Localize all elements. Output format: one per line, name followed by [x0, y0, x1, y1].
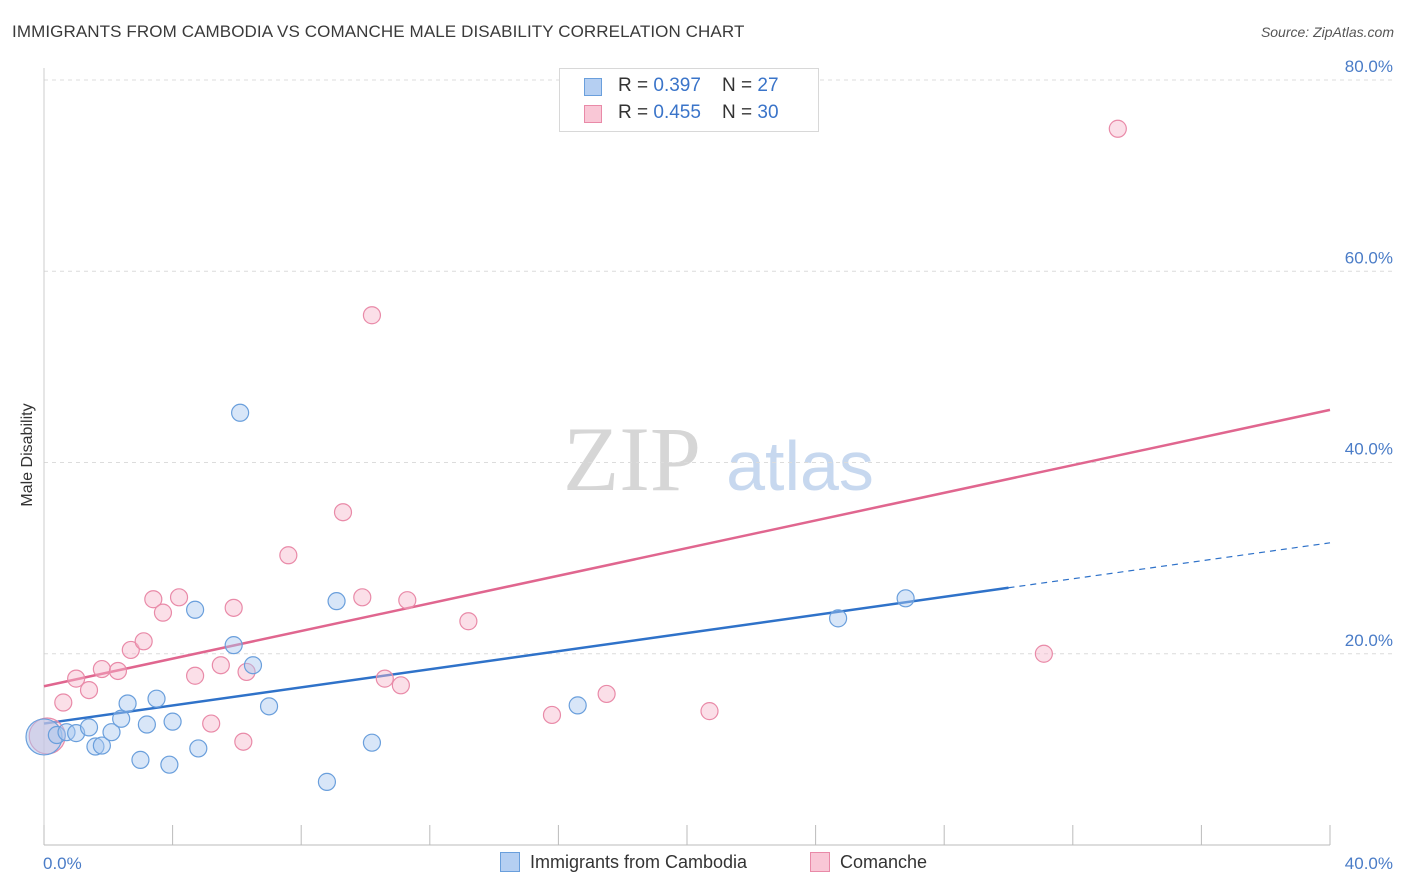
data-point-cambodia — [160, 755, 179, 774]
data-point-cambodia — [147, 689, 166, 708]
data-point-comanche — [237, 662, 256, 682]
trend-line-comanche — [43, 408, 1331, 688]
data-point-cambodia — [92, 736, 111, 755]
data-point-comanche — [398, 591, 417, 610]
data-point-comanche — [353, 588, 372, 607]
legend-swatch-pink — [584, 105, 602, 123]
legend-n-label: N = — [722, 102, 758, 123]
data-point-cambodia — [829, 609, 848, 628]
data-point-cambodia — [327, 592, 346, 611]
data-point-cambodia — [259, 697, 279, 716]
data-point-comanche — [279, 546, 298, 565]
data-point-comanche — [234, 732, 253, 751]
data-point-cambodia — [186, 600, 205, 619]
y-tick-label: 60.0% — [1345, 248, 1393, 267]
data-point-cambodia — [118, 694, 137, 713]
data-point-comanche — [597, 684, 616, 704]
watermark: ZIP atlas — [563, 408, 874, 510]
bottom-legend-swatch-blue — [500, 852, 520, 872]
data-point-comanche — [375, 669, 394, 688]
source-label: Source: ZipAtlas.com — [1260, 24, 1394, 40]
data-point-cambodia — [362, 733, 382, 752]
data-point-comanche — [92, 659, 111, 679]
data-point-comanche — [79, 680, 99, 700]
data-point-comanche — [224, 598, 243, 617]
legend-r-label: R = — [618, 102, 654, 123]
y-tick-label: 80.0% — [1345, 57, 1393, 76]
data-point-cambodia — [102, 723, 121, 742]
data-point-cambodia — [86, 737, 105, 756]
data-point-comanche — [391, 676, 410, 695]
bottom-legend-comanche: Comanche — [810, 852, 927, 873]
data-point-comanche — [202, 714, 221, 733]
data-point-cambodia — [224, 636, 243, 655]
legend-swatch-blue — [584, 78, 602, 96]
legend-r-value: 0.455 — [653, 102, 701, 123]
legend-n-value: 30 — [757, 102, 779, 123]
data-point-cambodia — [568, 696, 587, 715]
x-tick-label-max: 40.0% — [1345, 854, 1393, 873]
data-point-comanche — [144, 590, 163, 609]
data-point-cambodia — [79, 718, 99, 737]
data-point-comanche — [362, 306, 382, 325]
data-point-comanche — [121, 640, 140, 660]
data-point-cambodia — [189, 739, 208, 758]
data-point-cambodia — [896, 589, 915, 608]
data-point-cambodia — [317, 772, 337, 791]
bottom-legend-cambodia: Immigrants from Cambodia — [500, 852, 747, 873]
data-point-comanche — [153, 603, 173, 622]
data-point-cambodia — [137, 715, 156, 734]
data-point-comanche — [134, 632, 153, 651]
data-point-comanche — [333, 503, 353, 522]
data-point-comanche — [700, 702, 719, 721]
data-point-comanche — [54, 693, 73, 712]
axes — [43, 68, 1331, 846]
legend: R = 0.397 N = 27 R = 0.455 N = 30 — [559, 68, 819, 132]
watermark-zip: ZIP — [563, 408, 701, 510]
data-point-cambodia — [57, 723, 76, 742]
bottom-legend-label-comanche: Comanche — [840, 852, 928, 872]
trend-lines — [43, 408, 1331, 725]
data-point-comanche — [169, 588, 189, 607]
tick-labels: 20.0% 40.0% 60.0% 80.0% 0.0% 40.0% — [43, 57, 1393, 873]
data-point-comanche — [211, 656, 230, 675]
trend-line-cambodia-extension — [1008, 542, 1331, 589]
grid-lines — [44, 79, 1392, 655]
bottom-legend-swatch-pink — [810, 852, 830, 872]
chart-title: IMMIGRANTS FROM CAMBODIA VS COMANCHE MAL… — [12, 22, 745, 41]
data-point-comanche — [1108, 119, 1127, 138]
y-tick-label: 40.0% — [1345, 440, 1393, 459]
data-point-cambodia — [112, 709, 131, 728]
x-tick-label-min: 0.0% — [43, 854, 82, 873]
bottom-legend-label-cambodia: Immigrants from Cambodia — [530, 852, 748, 872]
legend-n-label: N = — [722, 75, 758, 96]
data-point-comanche — [108, 661, 128, 681]
data-point-comanche — [459, 612, 478, 631]
data-point-comanche — [1034, 644, 1053, 663]
data-point-comanche — [67, 669, 86, 688]
trend-line-cambodia — [43, 586, 1009, 725]
data-point-cambodia — [163, 712, 182, 731]
legend-r-value: 0.397 — [653, 75, 701, 96]
data-point-cambodia — [231, 403, 250, 422]
data-points — [25, 119, 1127, 791]
legend-r-label: R = — [618, 75, 654, 96]
watermark-atlas: atlas — [726, 427, 874, 505]
legend-n-value: 27 — [757, 75, 779, 96]
data-point-comanche — [186, 666, 205, 685]
y-tick-label: 20.0% — [1345, 631, 1393, 650]
data-point-comanche — [542, 705, 562, 725]
data-point-cambodia — [131, 750, 150, 769]
data-point-cambodia — [243, 656, 263, 675]
